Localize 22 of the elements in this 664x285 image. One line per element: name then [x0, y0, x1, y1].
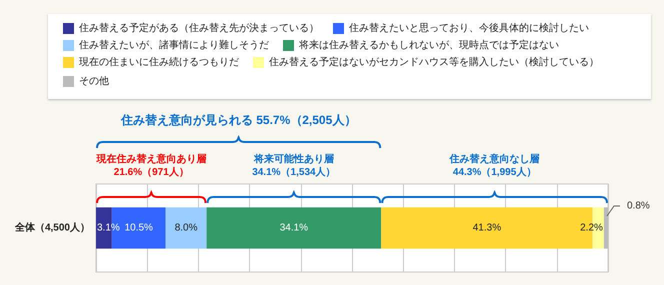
text: 将来可能性あり層 34.1%（1,534人）: [252, 153, 336, 178]
y-tick-label: 全体（4,500人）: [14, 222, 90, 234]
data-label: 8.0%: [174, 222, 198, 234]
data-label: 34.1%: [280, 222, 308, 234]
text: 住み替え意向が見られる 55.7%（2,505人）: [120, 113, 356, 127]
legend-label: 住み替える予定がある（住み替え先が決まっている）: [79, 22, 319, 34]
bar: [604, 207, 608, 249]
bar: [206, 207, 382, 249]
data-label: 41.3%: [472, 222, 502, 234]
legend-label: 住み替えたいが、諸事情により難しそうだ: [79, 39, 269, 51]
legend-label: 住み替える予定はないがセカンドハウス等を購入したい（検討している）: [269, 56, 599, 68]
legend-label: 住み替えたいと思っており、今後具体的に検討したい: [349, 22, 589, 34]
text: 現在住み替え意向あり層 21.6%（971人）: [95, 153, 206, 178]
legend-label: 将来は住み替えるかもしれないが、現時点では予定はない: [298, 39, 559, 51]
text: 住み替え意向なし層 44.3%（1,995人）: [448, 153, 540, 178]
data-label: 0.8%: [627, 200, 650, 212]
data-label: 2.2%: [580, 222, 604, 234]
legend-label: 現在の住まいに住み続けるつもりだ: [79, 56, 239, 68]
data-label: 3.1%: [97, 222, 120, 234]
data-label: 10.5%: [124, 222, 154, 234]
legend-label: その他: [79, 75, 109, 87]
bar: [166, 207, 207, 249]
